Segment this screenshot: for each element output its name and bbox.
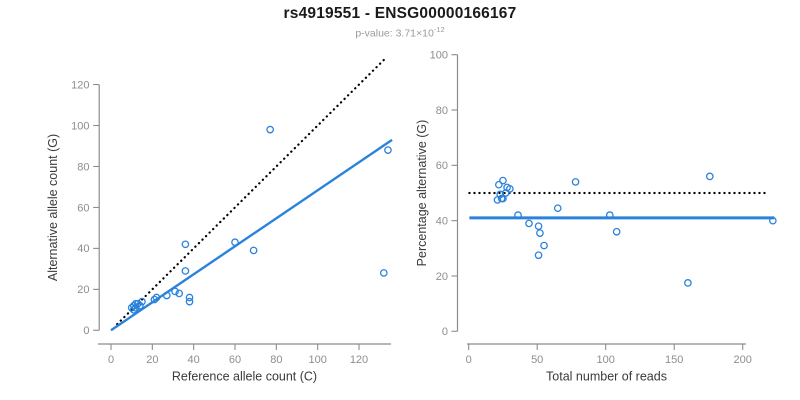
y-tick-label: 0 [83,325,89,337]
data-point [571,178,580,186]
data-point [684,279,692,287]
data-point [384,146,392,154]
y-tick-label: 0 [442,326,448,338]
data-point [175,289,184,298]
data-point [266,125,274,134]
x-tick-label: 60 [229,354,241,366]
data-point [171,287,179,296]
data-point [605,211,614,219]
data-point [536,229,544,237]
y-tick-label: 100 [430,50,448,62]
x-tick-label: 50 [531,354,543,366]
data-point [514,211,522,219]
data-point [134,299,142,308]
data-point [136,301,144,310]
y-tick-label: 100 [71,120,89,132]
fit-line [110,138,393,332]
x-tick-label: 0 [108,354,114,366]
data-point [249,246,258,255]
y-tick-label: 80 [77,161,89,173]
right-yaxis-title: Percentage alternative (G) [415,120,429,267]
y-tick-label: 20 [77,284,89,296]
left-yaxis-title: Alternative allele count (G) [46,134,60,281]
data-point [162,291,171,300]
data-point [185,297,194,306]
data-point [499,176,507,185]
figure-title: rs4919551 - ENSG00000166167 [283,5,517,22]
data-point [131,303,140,312]
x-tick-label: 100 [308,354,326,366]
data-point [152,293,161,302]
data-point [768,216,777,225]
data-point [553,204,562,213]
identity-line [116,56,387,326]
x-tick-label: 120 [350,354,368,366]
data-point [181,267,190,275]
data-point [185,293,194,302]
x-tick-label: 40 [188,354,200,366]
data-point [540,241,548,250]
right-xaxis-title: Total number of reads [546,370,667,384]
data-point [138,297,146,306]
x-tick-label: 100 [597,354,615,366]
x-tick-label: 20 [146,354,158,366]
data-point [181,240,190,249]
x-tick-label: 200 [734,354,752,366]
x-tick-label: 80 [270,354,282,366]
data-point [505,185,514,193]
left-scatter-panel: 0 20 40 60 80 100 120 0 20 40 60 80 100 120 [71,56,393,366]
y-tick-label: 60 [77,202,89,214]
figure-subtitle: p-value: 3.71×10-12 [0,25,800,40]
pvalue-exponent: -12 [433,25,445,34]
data-point [612,227,621,236]
data-point [525,219,533,228]
left-xaxis-title: Reference allele count (C) [172,370,317,384]
data-point [534,222,543,231]
y-tick-label: 40 [436,216,448,228]
data-point [494,180,503,189]
y-tick-label: 40 [77,243,89,255]
data-point [231,238,239,247]
right-scatter-panel: 0 20 40 60 80 100 0 50 100 150 200 [430,50,777,366]
data-point [150,295,159,304]
y-tick-label: 80 [436,105,448,117]
x-tick-label: 150 [665,354,683,366]
x-tick-label: 0 [466,354,472,366]
y-tick-label: 120 [71,79,89,91]
data-point [127,303,136,312]
data-point [534,251,543,260]
data-point [705,172,714,181]
pvalue-text: p-value: 3.71×10 [355,27,434,40]
y-tick-label: 60 [436,160,448,172]
y-tick-label: 20 [436,271,448,283]
data-point [379,269,388,277]
